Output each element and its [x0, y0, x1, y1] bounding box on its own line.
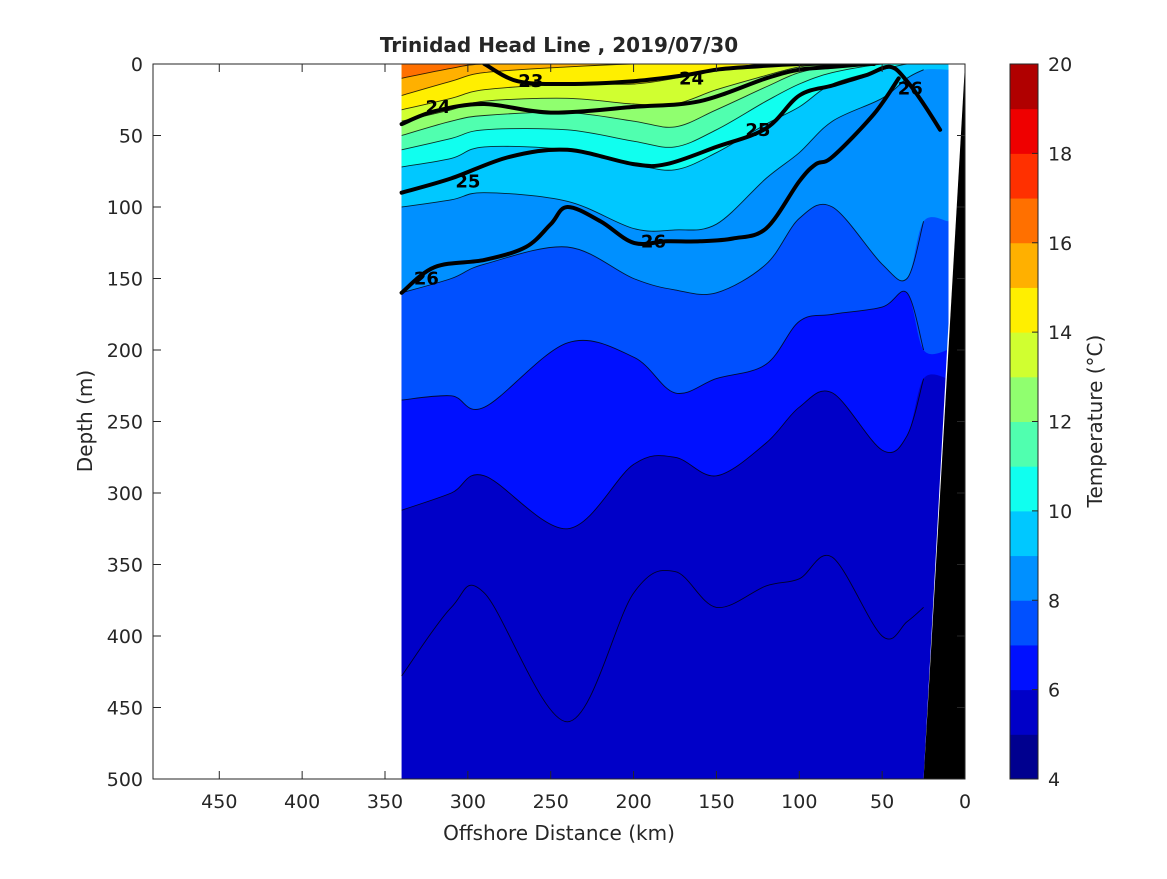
contour-label-23: 23: [518, 71, 543, 92]
colorbar-swatch-13: [1010, 332, 1038, 378]
colorbar-tick-label: 6: [1048, 680, 1060, 702]
thin-contour-8: [401, 203, 925, 295]
colorbar-swatch-9: [1010, 510, 1038, 557]
contour-label-26: 26: [898, 78, 923, 99]
contour-label-26: 26: [641, 231, 666, 252]
y-tick-label: 500: [107, 769, 143, 791]
y-axis-label: Depth (m): [73, 370, 97, 472]
contour-label-24: 24: [425, 97, 450, 118]
colorbar-swatch-5: [1010, 689, 1038, 735]
thin-contour-7: [401, 290, 925, 410]
x-tick-label: 0: [959, 791, 971, 813]
bottom-topography: [923, 64, 965, 779]
contour-label-26: 26: [414, 269, 439, 290]
x-tick-label: 50: [870, 791, 894, 813]
temp-band-14: [401, 64, 949, 110]
contour-label-25: 25: [745, 120, 770, 141]
colorbar-tick-label: 16: [1048, 233, 1072, 255]
colorbar-swatch-19: [1010, 64, 1038, 110]
y-tick-label: 200: [107, 340, 143, 362]
colorbar-swatch-10: [1010, 466, 1038, 512]
temp-band-16: [401, 64, 949, 79]
x-tick-label: 400: [284, 791, 320, 813]
colorbar-swatch-12: [1010, 376, 1038, 422]
thin-contour-15: [401, 64, 924, 96]
x-tick-label: 350: [367, 791, 403, 813]
x-tick-label: 200: [615, 791, 651, 813]
x-tick-label: 100: [781, 791, 817, 813]
x-tick-label: 150: [698, 791, 734, 813]
colorbar-swatch-17: [1010, 153, 1038, 199]
y-tick-label: 250: [107, 412, 143, 434]
colorbar-swatch-4: [1010, 734, 1038, 780]
contour-label-24: 24: [679, 68, 704, 89]
y-tick-label: 0: [131, 54, 143, 76]
colorbar-tick-label: 12: [1048, 412, 1072, 434]
y-tick-label: 50: [119, 126, 143, 148]
y-tick-label: 150: [107, 269, 143, 291]
colorbar-swatch-18: [1010, 108, 1038, 154]
colorbar-tick-label: 20: [1048, 54, 1072, 76]
colorbar-swatch-15: [1010, 242, 1038, 288]
x-tick-label: 300: [450, 791, 486, 813]
colorbar-swatch-11: [1010, 421, 1038, 467]
colorbar-tick-label: 14: [1048, 322, 1072, 344]
y-tick-label: 350: [107, 555, 143, 577]
y-tick-label: 100: [107, 197, 143, 219]
colorbar: 4 6 8 10 12 14 16 18 20: [1009, 54, 1072, 791]
thin-contour-9: [401, 69, 924, 232]
y-tick-label: 450: [107, 698, 143, 720]
colorbar-swatch-6: [1010, 644, 1038, 691]
x-tick-label: 450: [201, 791, 237, 813]
y-tick-label: 400: [107, 626, 143, 648]
thin-contour-13: [401, 64, 924, 122]
colorbar-swatch-16: [1010, 198, 1038, 244]
chart-title: Trinidad Head Line , 2019/07/30: [380, 33, 738, 57]
colorbar-label: Temperature (°C): [1083, 335, 1107, 509]
x-axis-label: Offshore Distance (km): [443, 821, 675, 845]
x-tick-label: 250: [533, 791, 569, 813]
contour-label-25: 25: [455, 171, 480, 192]
y-tick-label: 300: [107, 483, 143, 505]
density-contour-24: [399, 64, 876, 127]
density-contour-26: [399, 76, 901, 295]
density-contour-25: [399, 64, 943, 195]
colorbar-tick-label: 8: [1048, 590, 1060, 612]
colorbar-tick-label: 18: [1048, 143, 1072, 165]
colorbar-swatch-8: [1010, 555, 1038, 601]
colorbar-tick-label: 4: [1048, 769, 1060, 791]
colorbar-swatch-7: [1010, 600, 1038, 646]
thin-contour-5: [401, 554, 924, 723]
colorbar-tick-label: 10: [1048, 501, 1072, 523]
thin-contour-6: [401, 378, 925, 530]
colorbar-swatch-14: [1010, 287, 1038, 333]
